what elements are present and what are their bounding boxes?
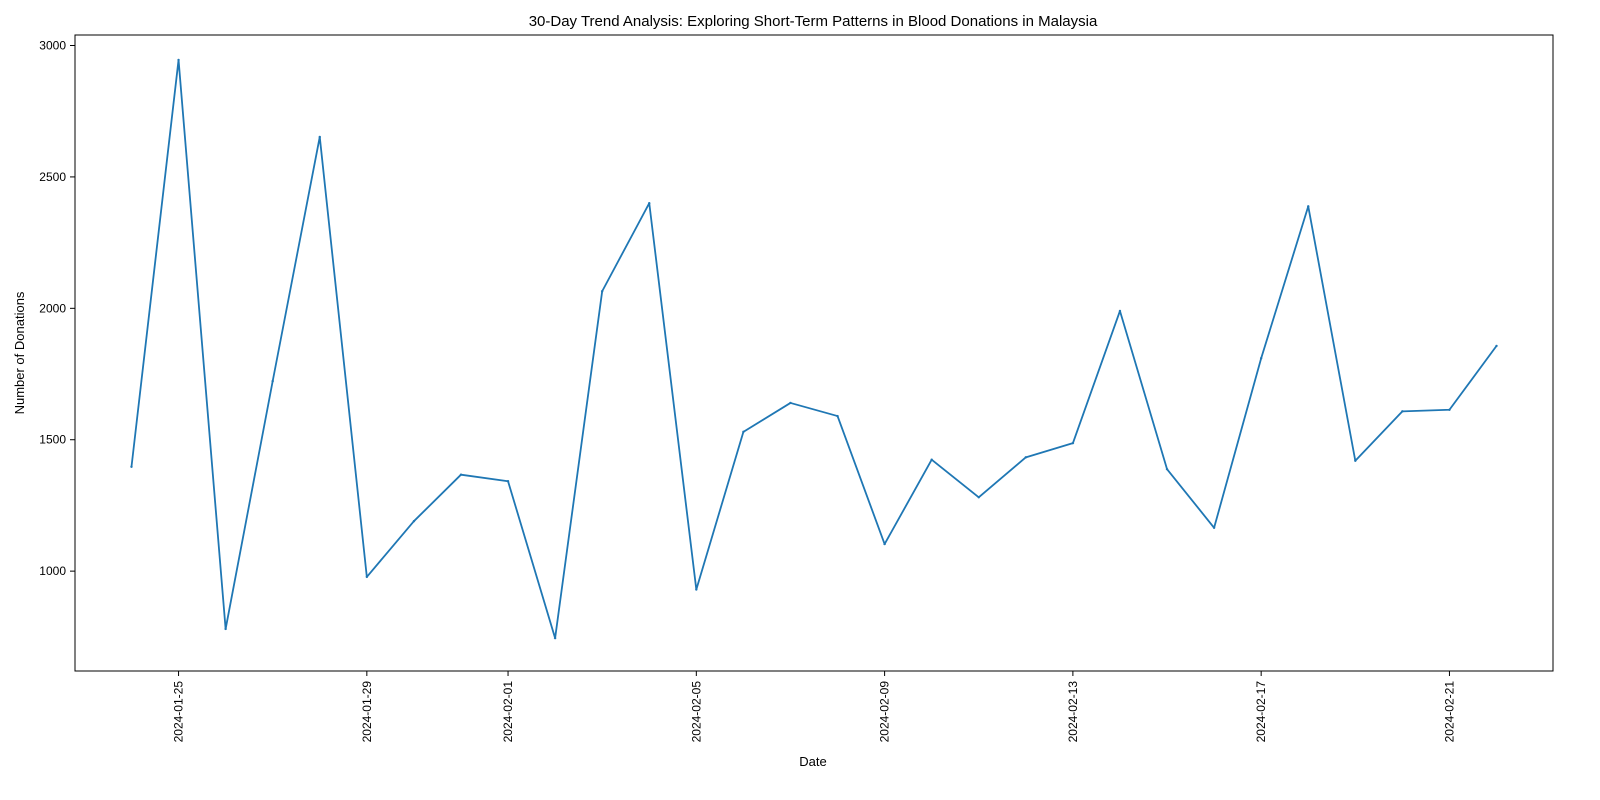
data-point (318, 135, 321, 139)
data-point (1307, 205, 1310, 208)
data-point (977, 496, 980, 499)
data-point (224, 627, 227, 631)
y-tick-label: 1000 (39, 564, 66, 578)
y-tick-label: 2000 (39, 301, 66, 315)
x-axis: 2024-01-25 2024-01-29 2024-02-01 2024-02-05… (172, 671, 1456, 743)
y-axis-label: Number of Donations (12, 291, 27, 414)
data-point (177, 58, 180, 62)
data-point (648, 201, 651, 205)
data-point (412, 519, 416, 523)
data-point (930, 458, 933, 461)
x-tick-label: 2024-02-17 (1254, 681, 1268, 743)
x-tick-label: 2024-01-29 (360, 681, 374, 743)
data-point (1448, 408, 1451, 411)
series-layer (130, 58, 1498, 640)
data-point (271, 379, 274, 383)
x-tick-label: 2024-02-13 (1066, 681, 1080, 743)
data-point (1354, 459, 1357, 462)
series-line (130, 59, 1498, 640)
data-point (553, 636, 557, 640)
data-point (836, 414, 839, 418)
data-point (130, 465, 133, 468)
data-point (459, 473, 463, 476)
data-point (365, 575, 369, 579)
data-point (600, 290, 604, 293)
data-point (883, 542, 886, 546)
data-point (1259, 357, 1263, 360)
x-axis-label: Date (799, 754, 826, 769)
data-point (1024, 456, 1028, 459)
y-tick-label: 2500 (39, 170, 66, 184)
x-tick-label: 2024-01-25 (172, 681, 186, 743)
x-tick-label: 2024-02-01 (501, 681, 515, 743)
data-point (1212, 526, 1216, 529)
y-tick-label: 3000 (39, 39, 66, 53)
data-point (1071, 441, 1075, 445)
data-point (1165, 467, 1169, 471)
data-point (1495, 344, 1498, 348)
y-axis: 1000 1500 2000 2500 3000 (39, 39, 75, 578)
data-point (1118, 309, 1122, 313)
x-tick-label: 2024-02-05 (689, 681, 703, 743)
data-point (789, 401, 792, 405)
x-tick-label: 2024-02-09 (878, 681, 892, 743)
data-point (742, 430, 745, 434)
data-point (506, 480, 510, 483)
x-tick-label: 2024-02-21 (1442, 681, 1456, 743)
data-point (1401, 410, 1404, 413)
y-tick-label: 1500 (39, 433, 66, 447)
chart-title: 30-Day Trend Analysis: Exploring Short-T… (529, 13, 1098, 30)
plot-frame (74, 34, 1554, 672)
data-point (695, 588, 698, 591)
